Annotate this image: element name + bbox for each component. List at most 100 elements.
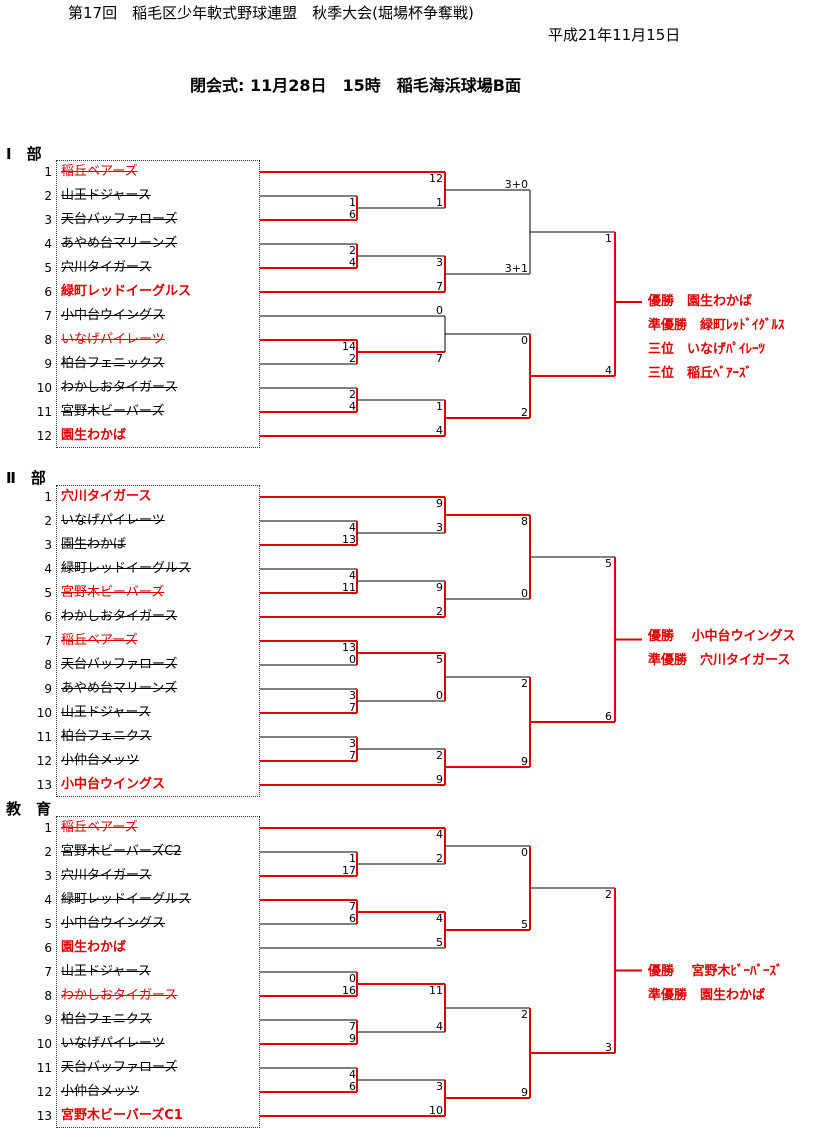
score-label: 7	[436, 352, 443, 365]
team-name: 柏台フェニックス	[61, 356, 165, 371]
score-label: 5	[436, 653, 443, 666]
team-number: 3	[44, 869, 52, 883]
result-line: 三位 いなげﾊﾟｲﾚｰﾂ	[648, 342, 766, 357]
score-label: 5	[605, 557, 612, 570]
team-name: 柏台フェニクス	[61, 729, 152, 744]
score-label: 4	[349, 256, 356, 269]
team-list-box: 穴川タイガース いなげパイレーツ 園生わかば 緑町レッドイーグルス 宮野木ビーバーズ わか…	[56, 485, 260, 797]
score-label: 3	[436, 256, 443, 269]
team-number: 1	[44, 165, 52, 179]
team-name: 園生わかば	[61, 940, 127, 955]
score-label: 14	[342, 340, 356, 353]
team-number: 2	[44, 189, 52, 203]
score-label: 4	[436, 1020, 443, 1033]
team-number: 11	[36, 1061, 52, 1075]
team-name: 宮野木ビーバーズC2	[61, 844, 182, 859]
score-label: 4	[349, 1068, 356, 1081]
score-label: 0	[521, 846, 528, 859]
team-name: 穴川タイガース	[61, 489, 152, 504]
team-number: 10	[36, 706, 52, 720]
team-number: 4	[44, 893, 52, 907]
score-label: 9	[436, 497, 443, 510]
score-label: 13	[342, 641, 356, 654]
team-number: 4	[44, 562, 52, 576]
team-number: 6	[44, 941, 52, 955]
division-label: Ⅱ 部	[6, 469, 46, 487]
team-number: 4	[44, 237, 52, 251]
closing-ceremony-info: 閉会式: 11月28日 15時 稲毛海浜球場B面	[190, 76, 521, 95]
team-number: 3	[44, 538, 52, 552]
score-label: 6	[349, 1080, 356, 1093]
score-label: 9	[436, 773, 443, 786]
result-line: 準優勝 園生わかば	[648, 988, 766, 1003]
score-label: 9	[521, 755, 528, 768]
team-number: 13	[36, 1109, 52, 1123]
team-number: 11	[36, 730, 52, 744]
team-number: 2	[44, 845, 52, 859]
team-name: 緑町レッドイーグルス	[61, 284, 192, 299]
team-number: 10	[36, 1037, 52, 1051]
score-label: 2	[521, 406, 528, 419]
score-label: 17	[342, 864, 356, 877]
score-label: 4	[436, 828, 443, 841]
score-label: 4	[349, 569, 356, 582]
team-name: 山王ドジャース	[61, 705, 151, 720]
score-label: 11	[429, 984, 443, 997]
team-name: いなげパイレーツ	[61, 513, 165, 528]
team-number: 6	[44, 285, 52, 299]
team-number: 6	[44, 610, 52, 624]
result-line: 三位 稲丘ﾍﾞｱｰｽﾞ	[648, 366, 753, 381]
score-label: 3	[605, 1041, 612, 1054]
score-label: 2	[436, 852, 443, 865]
score-label: 2	[436, 749, 443, 762]
result-line: 準優勝 緑町ﾚｯﾄﾞｲｸﾞﾙｽ	[648, 318, 785, 333]
score-label: 2	[521, 677, 528, 690]
score-label: 2	[349, 388, 356, 401]
team-name: 小中台ウイングス	[61, 916, 166, 931]
team-list-box: 稲丘ベアーズ 宮野木ビーバーズC2 穴川タイガース 緑町レッドイーグルス 小中台ウイング…	[56, 816, 260, 1128]
result-line: 優勝 宮野木ﾋﾞｰﾊﾞｰｽﾞ	[648, 964, 783, 979]
tournament-date: 平成21年11月15日	[548, 26, 681, 44]
team-name: いなげパイレーツ	[61, 332, 165, 347]
team-name: 緑町レッドイーグルス	[61, 561, 192, 576]
team-number: 8	[44, 989, 52, 1003]
score-label: 6	[605, 710, 612, 723]
result-line: 準優勝 穴川タイガース	[648, 653, 791, 668]
score-label: 2	[605, 888, 612, 901]
division-label: Ⅰ 部	[6, 145, 42, 163]
team-name: 天台バッファローズ	[61, 212, 178, 227]
score-label: 7	[436, 280, 443, 293]
team-name: 山王ドジャース	[61, 188, 151, 203]
score-label: 9	[436, 581, 443, 594]
team-number: 1	[44, 490, 52, 504]
team-name: 稲丘ベアーズ	[61, 820, 138, 835]
team-number: 5	[44, 917, 52, 931]
team-number: 13	[36, 778, 52, 792]
team-number: 1	[44, 821, 52, 835]
team-name: 宮野木ビーバーズ	[61, 404, 165, 419]
team-number: 8	[44, 333, 52, 347]
score-label: 0	[521, 334, 528, 347]
team-number: 5	[44, 261, 52, 275]
team-name: 園生わかば	[61, 537, 127, 552]
team-number: 12	[36, 1085, 52, 1099]
team-name: あやめ台マリーンズ	[61, 236, 178, 251]
team-name: 小中台ウイングス	[61, 777, 166, 792]
score-label: 2	[349, 352, 356, 365]
team-name: わかしおタイガース	[61, 380, 178, 395]
team-number: 11	[36, 405, 52, 419]
score-label: 5	[436, 936, 443, 949]
team-number: 9	[44, 1013, 52, 1027]
score-label: 4	[436, 912, 443, 925]
score-label: 2	[521, 1008, 528, 1021]
team-name: 柏台フェニクス	[61, 1012, 152, 1027]
score-label: 2	[436, 605, 443, 618]
team-number: 12	[36, 429, 52, 443]
score-label: 7	[349, 749, 356, 762]
team-name: 穴川タイガース	[61, 260, 152, 275]
team-name: 稲丘ベアーズ	[61, 633, 138, 648]
team-number: 7	[44, 634, 52, 648]
score-label: 6	[349, 208, 356, 221]
score-label: 1	[605, 232, 612, 245]
score-label: 1	[436, 400, 443, 413]
